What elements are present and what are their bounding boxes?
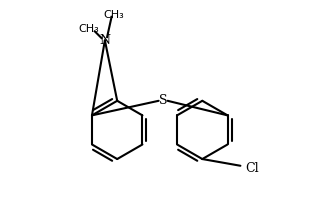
Text: CH₃: CH₃ <box>79 24 99 34</box>
Text: N: N <box>99 34 110 47</box>
Text: S: S <box>159 94 168 107</box>
Text: CH₃: CH₃ <box>103 10 124 19</box>
Text: Cl: Cl <box>245 162 259 174</box>
